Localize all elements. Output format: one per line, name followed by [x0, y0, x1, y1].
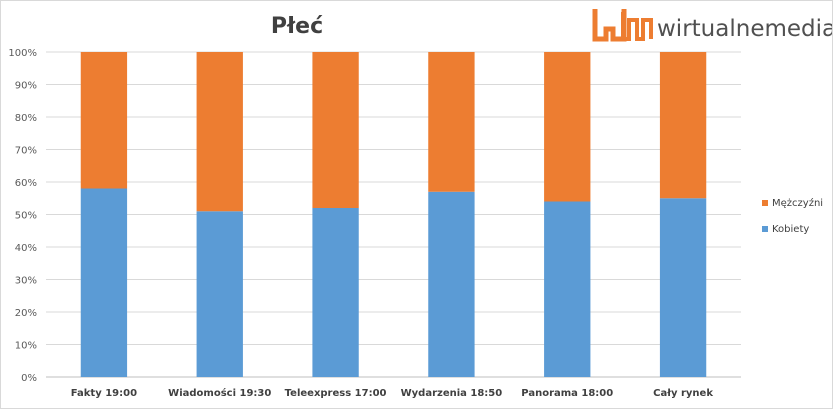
- logo-mark-right: [621, 12, 653, 41]
- x-tick-label: Wiadomości 19:30: [168, 387, 271, 399]
- y-tick-label: 100%: [8, 48, 37, 59]
- bar-kobiety: [428, 191, 475, 377]
- y-tick-label: 40%: [15, 243, 37, 254]
- logo-text: wirtualnemedia.pl: [657, 16, 832, 42]
- legend-swatch-kobiety: [762, 226, 768, 232]
- y-tick-label: 10%: [15, 341, 37, 352]
- bar-mezczyzni: [428, 52, 475, 192]
- bar-kobiety: [80, 188, 128, 377]
- legend-label-mezczyzni: Mężczyźni: [772, 197, 823, 209]
- x-tick-label: Fakty 19:00: [71, 388, 137, 399]
- bar-kobiety: [544, 201, 591, 377]
- grid-layer: [46, 51, 741, 378]
- chart-title: Płeć: [271, 14, 323, 39]
- x-tick-label: Panorama 18:00: [521, 388, 613, 399]
- bar-kobiety: [196, 211, 243, 377]
- bar-mezczyzni: [659, 52, 707, 199]
- bar-mezczyzni: [544, 52, 591, 202]
- y-tick-label: 20%: [15, 308, 37, 319]
- legend-item-kobiety: Kobiety: [762, 224, 809, 235]
- logo-mark-left: [592, 9, 627, 42]
- y-tick-label: 70%: [15, 146, 37, 157]
- legend: Mężczyźni Kobiety: [762, 197, 823, 235]
- legend-label-kobiety: Kobiety: [772, 224, 809, 235]
- x-tick-label: Wydarzenia 18:50: [401, 388, 503, 399]
- x-tick-label: Cały rynek: [653, 388, 713, 399]
- legend-swatch-mezczyzni: [762, 200, 768, 206]
- y-tick-label: 60%: [15, 178, 37, 189]
- y-tick-label: 0%: [21, 373, 37, 384]
- y-tick-label: 50%: [15, 211, 37, 222]
- bar-kobiety: [312, 208, 359, 377]
- bars-layer: [80, 52, 707, 377]
- wirtualnemedia-logo: wirtualnemedia.pl: [592, 9, 832, 42]
- bar-mezczyzni: [196, 52, 243, 212]
- y-tick-label: 80%: [15, 113, 37, 124]
- y-axis-ticks: 0% 10% 20% 30% 40% 50% 60% 70% 80% 90% 100%: [8, 48, 37, 384]
- x-axis-ticks: Fakty 19:00 Wiadomości 19:30 Teleexpress 1…: [71, 387, 714, 399]
- bar-mezczyzni: [312, 52, 359, 208]
- y-tick-label: 30%: [15, 276, 37, 287]
- bar-mezczyzni: [80, 52, 128, 189]
- bar-kobiety: [659, 198, 707, 377]
- legend-item-mezczyzni: Mężczyźni: [762, 197, 823, 209]
- y-tick-label: 90%: [15, 81, 37, 92]
- x-tick-label: Teleexpress 17:00: [285, 388, 387, 399]
